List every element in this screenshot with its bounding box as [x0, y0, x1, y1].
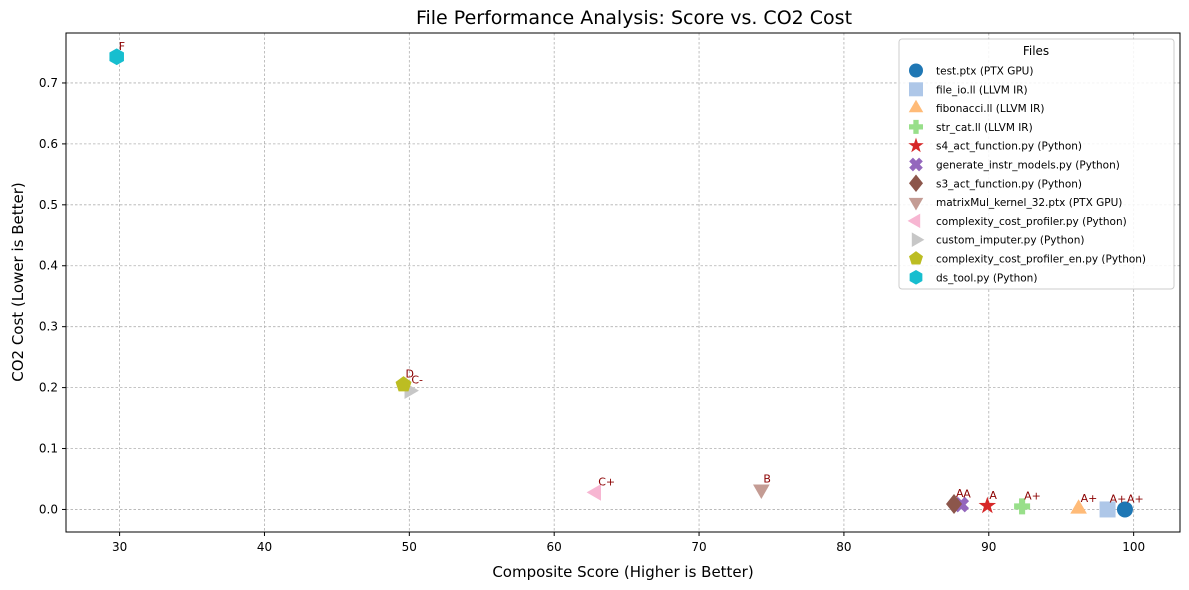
y-tick-label: 0.7: [39, 76, 58, 90]
grade-label: A: [963, 488, 971, 501]
plot-frame: [65, 32, 1181, 533]
legend-entry-label: custom_imputer.py (Python): [936, 235, 1084, 247]
data-point: [586, 484, 602, 501]
legend-marker: [908, 197, 924, 211]
grade-label: D: [406, 368, 414, 381]
x-tick-label: 90: [981, 540, 996, 554]
x-tick-label: 60: [547, 540, 562, 554]
data-points: [109, 48, 1133, 518]
x-axis-label: Composite Score (Higher is Better): [492, 563, 753, 581]
data-point: [395, 376, 412, 392]
legend-marker: [909, 269, 923, 285]
legend-box: [898, 38, 1175, 290]
axis-ticks: 30 40 50 60 70 80 90 100 0.0 0.1 0.2 0.3 0.4 0.5 0.6 0.…: [39, 76, 1145, 554]
legend-marker: [911, 232, 925, 247]
y-tick-label: 0.3: [39, 320, 58, 334]
legend-entry-label: complexity_cost_profiler.py (Python): [936, 216, 1127, 228]
legend-marker: [909, 157, 923, 172]
grade-label: A+: [1081, 492, 1098, 505]
x-tick-label: 50: [402, 540, 417, 554]
data-point: [109, 48, 124, 66]
y-tick-label: 0.5: [39, 198, 58, 212]
y-tick-label: 0.4: [39, 259, 58, 273]
legend-entry-label: matrixMul_kernel_32.ptx (PTX GPU): [936, 197, 1122, 209]
grade-label: C+: [598, 475, 615, 488]
legend-entry-label: str_cat.ll (LLVM IR): [936, 122, 1033, 134]
data-point: [1116, 501, 1133, 518]
grade-label: A+: [1127, 492, 1144, 505]
legend-entry-label: generate_instr_models.py (Python): [936, 160, 1120, 172]
y-tick-label: 0.1: [39, 442, 58, 456]
legend-entry-label: test.ptx (PTX GPU): [936, 66, 1033, 78]
y-axis-label: CO2 Cost (Lower is Better): [9, 182, 27, 382]
x-tick-label: 80: [836, 540, 851, 554]
y-tick-label: 0.6: [39, 137, 58, 151]
legend-marker: [909, 174, 923, 193]
legend-entry-label: s3_act_function.py (Python): [936, 178, 1082, 190]
data-point: [1070, 499, 1087, 514]
legend-marker: [908, 99, 924, 113]
legend: Files test.ptx (PTX GPU) file_io.ll (LLVM…: [898, 38, 1175, 290]
legend-marker: [907, 213, 921, 229]
grade-label: A+: [1110, 492, 1127, 505]
legend-entry-label: file_io.ll (LLVM IR): [936, 84, 1028, 96]
legend-marker: [908, 137, 924, 153]
y-tick-label: 0.0: [39, 502, 58, 516]
legend-marker: [909, 119, 923, 134]
x-tick-label: 40: [257, 540, 272, 554]
grade-label: A+: [1024, 489, 1041, 502]
legend-marker: [909, 63, 923, 78]
data-point: [753, 484, 770, 499]
chart-title: File Performance Analysis: Score vs. CO2…: [416, 7, 852, 29]
x-tick-label: 30: [112, 540, 127, 554]
legend-marker: [909, 82, 923, 97]
data-point: [978, 496, 997, 514]
grade-label: F: [119, 40, 125, 53]
legend-entry-label: fibonacci.ll (LLVM IR): [936, 103, 1044, 115]
grade-label: A: [956, 487, 964, 500]
data-point: [946, 493, 963, 514]
legend-entry-label: complexity_cost_profiler_en.py (Python): [936, 254, 1146, 266]
x-tick-label: 70: [691, 540, 706, 554]
legend-title: Files: [1023, 44, 1049, 58]
data-point: [1014, 498, 1031, 515]
grade-label: C-: [411, 374, 423, 387]
x-tick-label: 100: [1122, 540, 1145, 554]
legend-entry-label: ds_tool.py (Python): [936, 272, 1037, 284]
data-point: [1099, 501, 1116, 518]
grade-label: A: [989, 489, 997, 502]
grade-label: B: [763, 472, 771, 485]
y-tick-label: 0.2: [39, 381, 58, 395]
legend-marker: [909, 251, 923, 265]
legend-entry-label: s4_act_function.py (Python): [936, 141, 1082, 153]
